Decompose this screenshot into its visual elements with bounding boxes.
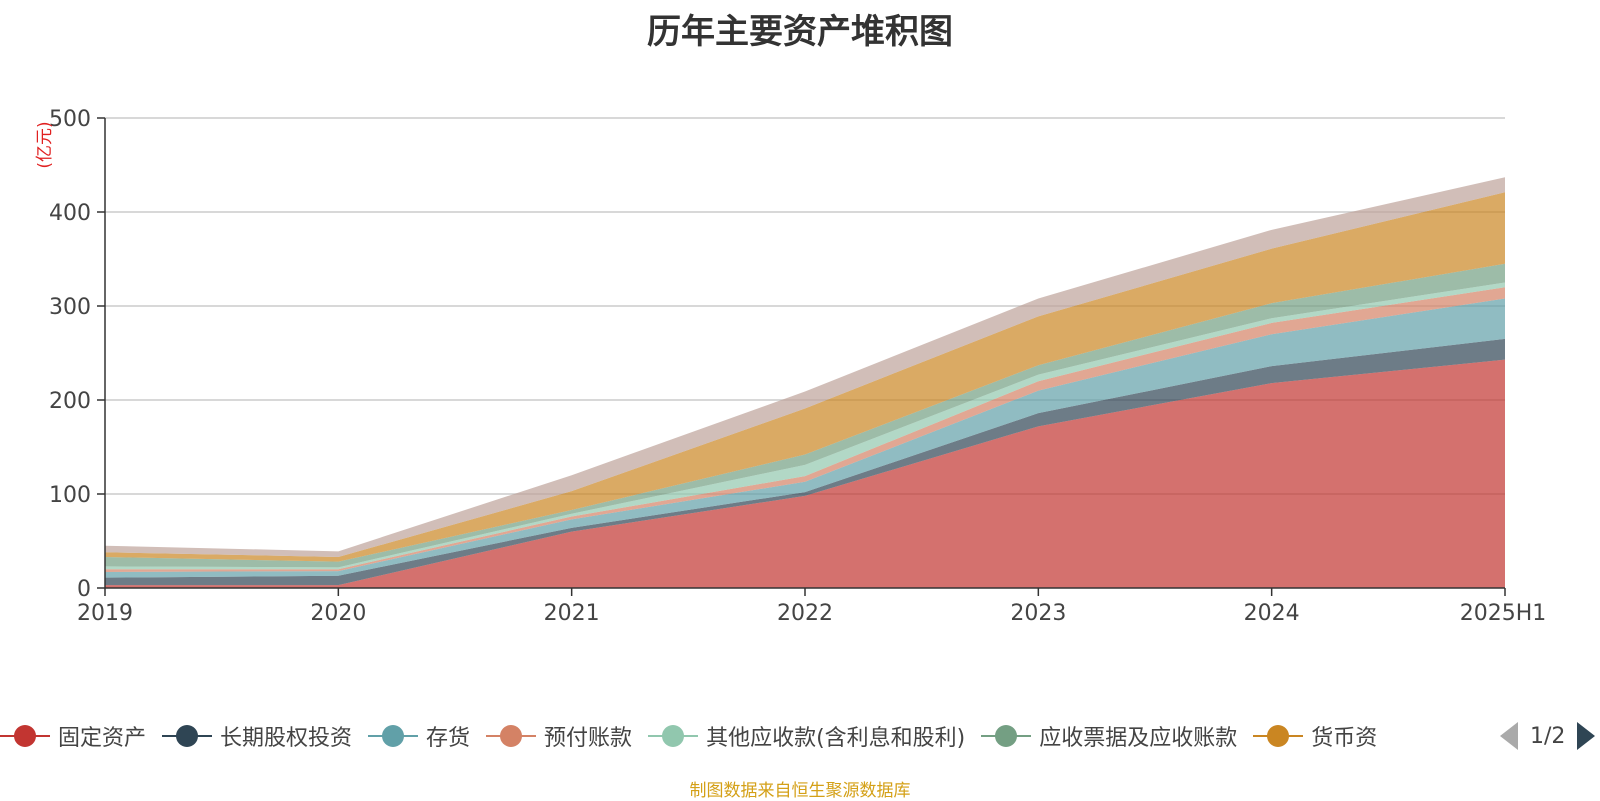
- y-tick-label: 400: [49, 201, 91, 226]
- x-tick-label: 2019: [77, 601, 133, 626]
- x-tick-label: 2022: [777, 601, 833, 626]
- legend-pager: 1/2: [1500, 716, 1600, 756]
- legend-dot-icon: [14, 725, 36, 747]
- x-tick-label: 2020: [310, 601, 366, 626]
- x-tick-label: 2021: [544, 601, 600, 626]
- legend-swatch: [0, 724, 50, 748]
- legend-next-page-icon[interactable]: [1577, 722, 1595, 750]
- y-tick-label: 100: [49, 483, 91, 508]
- legend-item[interactable]: 预付账款: [486, 720, 632, 752]
- legend-label: 存货: [426, 720, 470, 752]
- legend: 固定资产 长期股权投资 存货 预付账款 其他应收款(含利息和股利) 应收票据及应收账款 货币…: [0, 716, 1490, 756]
- legend-dot-icon: [176, 725, 198, 747]
- legend-swatch: [486, 724, 536, 748]
- legend-dot-icon: [382, 725, 404, 747]
- legend-dot-icon: [662, 725, 684, 747]
- legend-dot-icon: [500, 725, 522, 747]
- y-tick-label: 0: [77, 577, 91, 602]
- x-tick-label: 2023: [1010, 601, 1066, 626]
- source-note: 制图数据来自恒生聚源数据库: [0, 776, 1600, 801]
- y-tick-label: 300: [49, 295, 91, 320]
- legend-item[interactable]: 存货: [368, 720, 470, 752]
- legend-dot-icon: [1267, 725, 1289, 747]
- stacked-areas: [105, 177, 1505, 588]
- legend-label: 货币资: [1311, 720, 1377, 752]
- y-axis-unit-label: (亿元): [35, 121, 55, 168]
- chart-plot: 0 100 200 300 400 500 2019 2020 2021 2022 2023 2024…: [0, 0, 1600, 700]
- x-tick-label: 2024: [1244, 601, 1300, 626]
- legend-label: 固定资产: [58, 720, 146, 752]
- legend-swatch: [368, 724, 418, 748]
- legend-item[interactable]: 应收票据及应收账款: [981, 720, 1237, 752]
- legend-item[interactable]: 货币资: [1253, 720, 1377, 752]
- legend-swatch: [648, 724, 698, 748]
- legend-dot-icon: [995, 725, 1017, 747]
- y-tick-label: 200: [49, 389, 91, 414]
- legend-swatch: [981, 724, 1031, 748]
- legend-swatch: [162, 724, 212, 748]
- x-tick-label: 2025H1: [1460, 601, 1547, 626]
- legend-swatch: [1253, 724, 1303, 748]
- legend-label: 应收票据及应收账款: [1039, 720, 1237, 752]
- legend-item[interactable]: 其他应收款(含利息和股利): [648, 720, 965, 752]
- legend-label: 其他应收款(含利息和股利): [706, 720, 965, 752]
- legend-item[interactable]: 长期股权投资: [162, 720, 352, 752]
- legend-page-indicator: 1/2: [1530, 724, 1565, 749]
- legend-item[interactable]: 固定资产: [0, 720, 146, 752]
- legend-label: 预付账款: [544, 720, 632, 752]
- y-tick-label: 500: [49, 107, 91, 132]
- legend-prev-page-icon[interactable]: [1500, 722, 1518, 750]
- legend-label: 长期股权投资: [220, 720, 352, 752]
